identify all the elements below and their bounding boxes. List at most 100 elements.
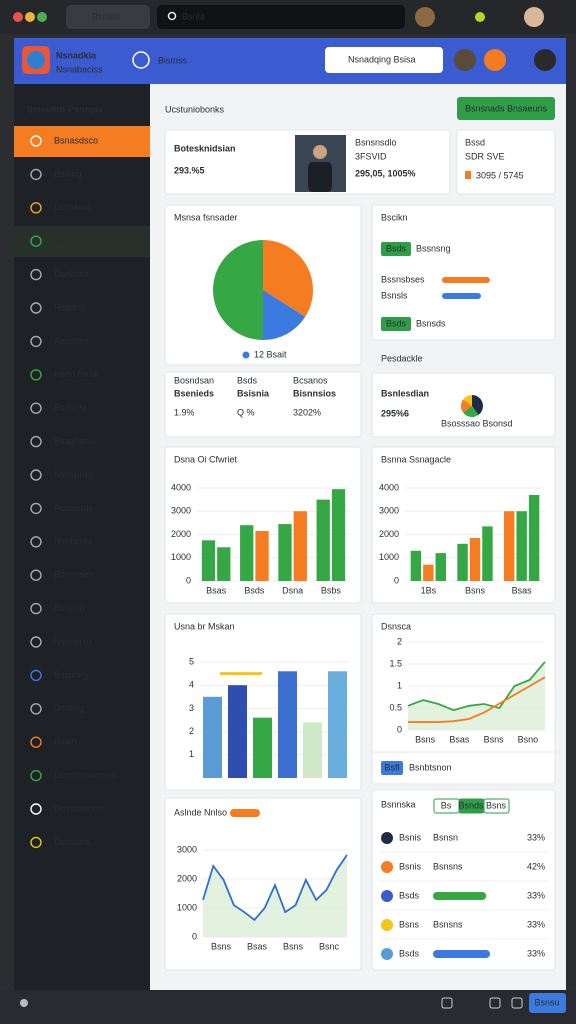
page-title: Ucstuniobonks <box>165 104 225 114</box>
sidebar-item[interactable]: Dmnsnscion <box>54 803 104 813</box>
y-tick-label: 0.5 <box>389 702 402 712</box>
sidebar-icon <box>30 769 42 782</box>
y-tick-label: 2000 <box>379 529 399 539</box>
bar <box>278 524 292 581</box>
sidebar-icon <box>30 302 42 314</box>
sidebar-item[interactable]: Dsdsknia <box>54 202 91 212</box>
y-tick-label: 3000 <box>177 844 197 854</box>
bar <box>253 717 272 778</box>
bar <box>203 696 222 778</box>
row-name: Bsds <box>399 948 420 958</box>
extension-icon <box>475 12 485 22</box>
sidebar-item[interactable]: Dsnlmiia <box>54 269 89 279</box>
avatar <box>524 7 544 27</box>
sidebar-icon <box>30 569 42 581</box>
row-name: Bsds <box>399 890 420 900</box>
section-title: Pesdackle <box>381 353 423 363</box>
tab-button[interactable] <box>483 798 510 814</box>
sidebar-icon <box>30 736 42 748</box>
card <box>371 789 556 971</box>
address-bar[interactable] <box>157 5 405 29</box>
kpi-label: Bssd <box>465 137 485 147</box>
row-label: Bsnbtsnon <box>409 762 452 772</box>
row-label: Bsnsls <box>381 290 408 300</box>
bar <box>293 511 307 581</box>
sidebar-item[interactable]: Asndsbs <box>54 336 89 346</box>
bar <box>228 685 247 778</box>
avatar <box>415 7 435 27</box>
logo-mark <box>27 51 45 69</box>
sidebar-icon <box>30 235 42 247</box>
x-tick-label: Bsns <box>465 585 486 595</box>
y-tick-label: 5 <box>189 656 194 666</box>
sidebar-item[interactable]: Dssting <box>54 703 84 713</box>
sidebar-item[interactable]: Bsaing <box>54 169 82 179</box>
tab-label[interactable]: Bs <box>441 800 452 810</box>
sidebar-hover[interactable] <box>14 226 150 258</box>
tab-label[interactable]: Bsns <box>486 800 507 810</box>
row-desc: Bsnsns <box>433 919 463 929</box>
footer-button[interactable] <box>529 993 566 1013</box>
x-tick-label: Bsas <box>512 585 533 595</box>
sidebar-item[interactable]: Dsnsosia <box>54 837 91 847</box>
sidebar-item[interactable]: Nssnonia <box>54 636 92 646</box>
x-tick-label: 1Bs <box>421 585 437 595</box>
bar <box>516 511 527 581</box>
bar <box>201 540 216 581</box>
row-percent: 33% <box>527 832 545 842</box>
sidebar-item[interactable]: Bsnpng <box>54 603 85 613</box>
sidebar-item[interactable]: Bsaghsnia <box>54 436 96 446</box>
x-tick-label: Bsas <box>247 941 268 951</box>
line <box>408 676 546 723</box>
photo-body <box>308 162 332 192</box>
tab-label[interactable]: Bsnds <box>458 800 484 810</box>
y-tick-label: 4 <box>189 680 194 690</box>
tab[interactable] <box>66 5 150 29</box>
tag <box>381 761 403 775</box>
status-text: Bsnsnsnsdsnsncsns Bsnanincsd <box>67 997 198 1007</box>
feature-sub: Bsosssao Bsonsd <box>441 418 513 428</box>
sidebar-item[interactable]: Bisonds <box>54 236 87 246</box>
footer-button-label[interactable]: Bsnsu <box>534 997 559 1007</box>
sidebar-item[interactable]: Bsnasdsco <box>54 135 98 145</box>
card-title: Dsnsca <box>381 621 411 631</box>
card-title: Bsnna Ssnagacle <box>381 454 451 464</box>
kpi-value: 293.%5 <box>174 165 205 175</box>
action-button[interactable] <box>457 97 555 120</box>
sidebar-active[interactable] <box>14 126 150 157</box>
logo-subtitle: Nsnabaciss <box>56 64 103 74</box>
sidebar-item[interactable]: Bsnonses <box>54 570 94 580</box>
sidebar-item[interactable]: Hsdo fisnai <box>54 369 99 379</box>
window-control <box>25 12 35 22</box>
row-desc: Bsnsn <box>433 832 458 842</box>
y-tick-label: 0 <box>397 724 402 734</box>
x-tick-label: Bsbs <box>321 585 342 595</box>
sidebar-item[interactable]: Pcsonsds <box>54 503 94 513</box>
row-percent: 33% <box>527 948 545 958</box>
stat-title: Bsisnia <box>237 388 270 398</box>
avatar <box>534 49 556 71</box>
pie-slice <box>461 399 472 413</box>
sidebar-item[interactable]: Bsdsnsr <box>54 403 87 413</box>
notification-button <box>484 49 506 71</box>
y-tick-label: 3 <box>189 703 194 713</box>
sidebar-item[interactable]: Nsnsphes <box>54 469 95 479</box>
y-tick-label: 0 <box>192 931 197 941</box>
sidebar-item[interactable]: Hsadng <box>54 302 85 312</box>
y-tick-label: 1 <box>397 680 402 690</box>
sidebar-item[interactable]: Dsnsdsniosnisn <box>54 770 117 780</box>
sidebar-item[interactable]: Nsnfsnda <box>54 536 92 546</box>
y-tick-label: 4000 <box>379 482 399 492</box>
progress-bar <box>433 892 487 900</box>
pie-slice <box>463 406 479 417</box>
sidebar-icon <box>30 369 42 381</box>
legend-label: 12 Bsait <box>254 349 287 359</box>
search-box[interactable] <box>325 47 443 73</box>
card-title: Usna br Mskan <box>174 621 235 631</box>
sidebar-item[interactable]: Bsain <box>54 737 77 747</box>
window-control <box>13 12 23 22</box>
sidebar-item[interactable]: Bsstinkg <box>54 670 88 680</box>
y-tick-label: 2000 <box>171 529 191 539</box>
card-title: Bscikn <box>381 212 408 222</box>
sidebar-icon <box>30 202 42 214</box>
